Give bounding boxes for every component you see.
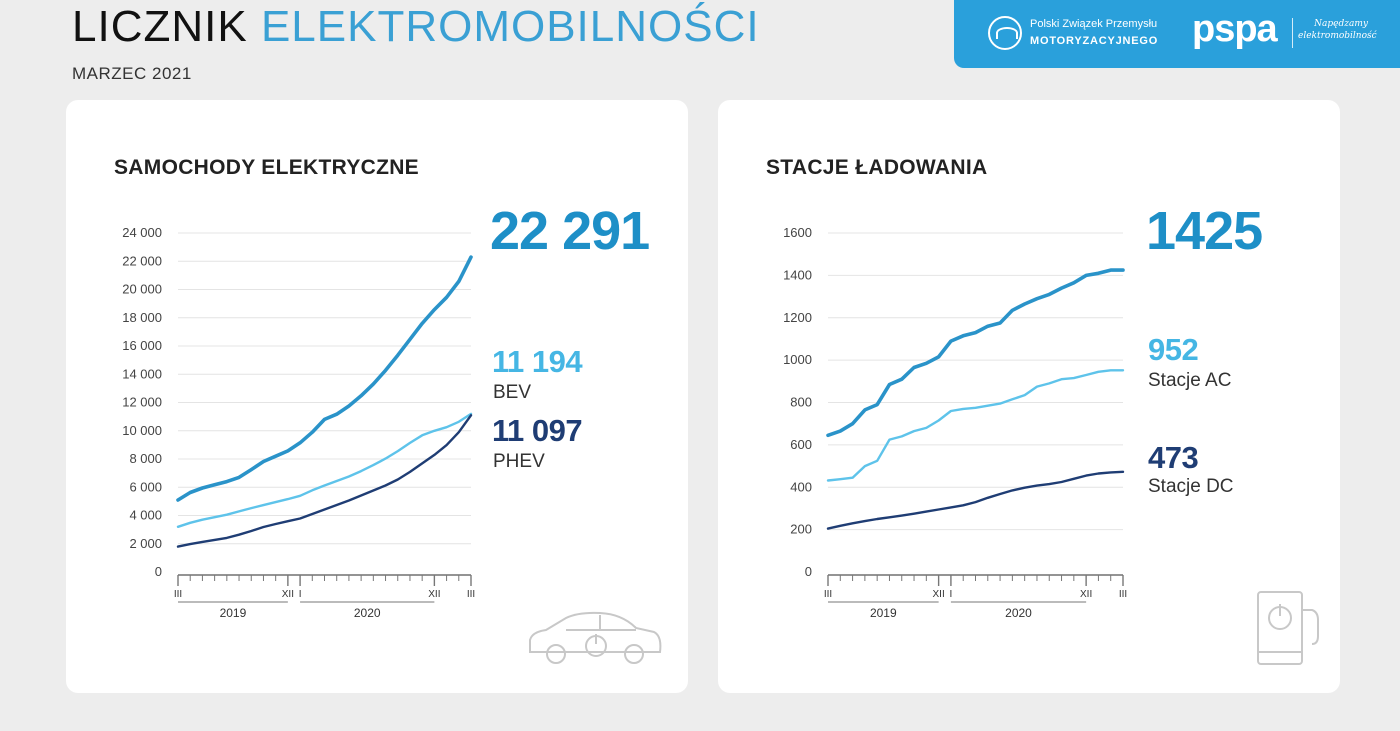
y-tick-label: 0 [805, 564, 812, 579]
y-tick-label: 1400 [783, 267, 812, 282]
title-part1: LICZNIK [72, 2, 248, 51]
series-line-total [176, 255, 473, 502]
pspa-divider [1292, 18, 1293, 48]
series-line-total [826, 268, 1125, 438]
pzpm-line2: MOTORYZACYJNEGO [1030, 35, 1159, 47]
pspa-tagline: Napędzamy elektromobilność [1298, 19, 1377, 41]
x-month-label: I [950, 589, 953, 600]
series-line-bev [176, 412, 473, 528]
pspa-logo: pspa [1192, 8, 1278, 50]
stations-total-value: 1425 [1146, 201, 1263, 261]
y-tick-label: 18 000 [122, 310, 162, 325]
x-year-label: 2020 [354, 606, 381, 620]
y-tick-label: 400 [790, 479, 812, 494]
y-tick-label: 24 000 [122, 225, 162, 240]
x-year-label: 2019 [870, 606, 897, 620]
x-year-label: 2019 [220, 606, 247, 620]
series-line-phev [176, 414, 473, 548]
ev-chart: 0 2 000 4 000 6 000 8 000 10 000 12 000 14 000 1… [122, 225, 475, 620]
series-line-dc [826, 470, 1125, 530]
brand-bar: Polski Związek Przemysłu MOTORYZACYJNEGO… [954, 0, 1400, 68]
page-title: LICZNIK ELEKTROMOBILNOŚCI [72, 2, 760, 52]
ac-label: Stacje AC [1148, 370, 1232, 391]
page-subtitle: MARZEC 2021 [72, 64, 192, 83]
y-tick-label: 2 000 [129, 536, 162, 551]
x-month-label: I [299, 589, 302, 600]
ev-total-value: 22 291 [490, 201, 650, 261]
x-month-label: III [174, 589, 182, 600]
car-icon [529, 611, 662, 664]
phev-value: 11 097 [492, 413, 583, 448]
bev-value: 11 194 [492, 344, 583, 379]
y-tick-label: 4 000 [129, 508, 162, 523]
y-tick-label: 0 [155, 564, 162, 579]
y-tick-label: 6 000 [129, 479, 162, 494]
charger-icon [1257, 591, 1319, 665]
phev-label: PHEV [493, 451, 545, 472]
y-tick-label: 1600 [783, 225, 812, 240]
title-part2: ELEKTROMOBILNOŚCI [260, 2, 760, 51]
x-month-label: III [1119, 589, 1127, 600]
x-month-label: XII [933, 589, 945, 600]
y-tick-label: 200 [790, 522, 812, 537]
pzpm-line1: Polski Związek Przemysłu [1030, 18, 1158, 30]
y-tick-label: 800 [790, 395, 812, 410]
stations-chart-title: STACJE ŁADOWANIA [766, 156, 988, 179]
bev-label: BEV [493, 382, 532, 403]
x-year-label: 2020 [1005, 606, 1032, 620]
dc-label: Stacje DC [1148, 476, 1234, 497]
x-month-label: XII [428, 589, 440, 600]
y-tick-label: 20 000 [122, 282, 162, 297]
stations-chart: 0 200 400 600 800 1000 1200 1400 1600 III XII I XII I… [783, 225, 1127, 620]
ev-chart-title: SAMOCHODY ELEKTRYCZNE [114, 156, 419, 179]
y-tick-label: 22 000 [122, 253, 162, 268]
x-month-label: XII [282, 589, 294, 600]
ac-value: 952 [1148, 332, 1199, 367]
y-tick-label: 14 000 [122, 366, 162, 381]
y-tick-label: 1000 [783, 352, 812, 367]
dc-value: 473 [1148, 440, 1199, 475]
x-month-label: III [824, 589, 832, 600]
ev-card: SAMOCHODY ELEKTRYCZNE 0 2 000 4 000 6 000 8 … [66, 100, 688, 693]
y-tick-label: 12 000 [122, 395, 162, 410]
series-line-ac [826, 369, 1125, 482]
x-month-label: III [467, 589, 475, 600]
y-tick-label: 16 000 [122, 338, 162, 353]
y-tick-label: 1200 [783, 310, 812, 325]
pzpm-logo-icon [988, 16, 1022, 50]
pzpm-name: Polski Związek Przemysłu MOTORYZACYJNEGO [1030, 16, 1158, 50]
stations-card: STACJE ŁADOWANIA 0 200 400 600 800 1000 1200 14… [718, 100, 1340, 693]
y-tick-label: 10 000 [122, 423, 162, 438]
x-month-label: XII [1080, 589, 1092, 600]
y-tick-label: 8 000 [129, 451, 162, 466]
y-tick-label: 600 [790, 437, 812, 452]
